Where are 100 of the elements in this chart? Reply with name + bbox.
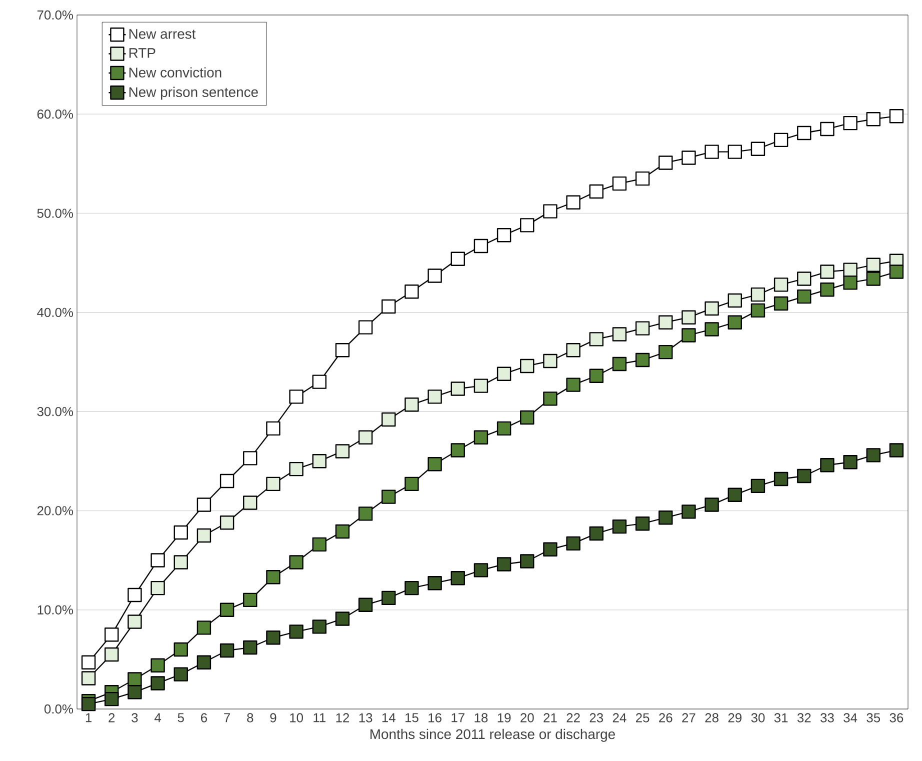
point <box>382 590 396 606</box>
point <box>820 282 834 297</box>
point <box>682 504 696 519</box>
point <box>612 176 627 191</box>
point <box>658 156 673 170</box>
point <box>543 204 558 218</box>
point <box>589 184 604 199</box>
legend-label: New conviction <box>129 67 222 78</box>
point <box>335 343 350 358</box>
x-tick-label: 12 <box>336 713 350 722</box>
x-tick-label: 20 <box>520 713 534 722</box>
point <box>81 655 96 670</box>
point <box>404 476 419 492</box>
point <box>774 296 788 311</box>
point <box>866 272 880 286</box>
point <box>289 462 304 476</box>
point <box>358 430 373 444</box>
point <box>566 536 580 551</box>
y-tick-label: 0.0% <box>44 704 74 714</box>
point <box>774 472 788 486</box>
point <box>428 390 442 404</box>
point <box>104 628 119 642</box>
point <box>635 352 650 368</box>
x-tick-label: 10 <box>290 713 303 722</box>
point <box>612 356 627 372</box>
y-tick-label: 60.0% <box>37 110 74 119</box>
point <box>658 344 673 360</box>
point <box>81 671 96 686</box>
point <box>866 258 880 272</box>
y-tick-label: 30.0% <box>37 406 74 416</box>
point <box>820 458 834 472</box>
x-axis-title: Months since 2011 release or discharge <box>370 728 615 742</box>
point <box>728 293 742 308</box>
x-tick-label: 29 <box>728 713 742 722</box>
point <box>450 382 465 396</box>
point <box>335 524 350 539</box>
point <box>266 476 280 492</box>
point <box>866 448 880 462</box>
x-tick-label: 6 <box>201 713 207 722</box>
point <box>682 328 696 342</box>
x-tick-label: 19 <box>498 713 511 722</box>
x-tick-label: 28 <box>705 713 718 722</box>
point <box>174 525 188 540</box>
point <box>450 443 465 458</box>
point <box>81 696 96 712</box>
point <box>220 516 234 530</box>
point <box>428 268 442 283</box>
point <box>128 614 142 629</box>
point <box>866 112 880 126</box>
x-tick-label: 13 <box>359 713 372 722</box>
point <box>104 647 119 662</box>
point <box>289 390 304 404</box>
point <box>797 289 812 304</box>
point <box>335 612 350 626</box>
point <box>774 278 788 292</box>
point <box>589 332 604 346</box>
point <box>196 528 212 543</box>
x-tick-label: 16 <box>428 713 442 722</box>
point <box>474 563 488 578</box>
point <box>704 144 719 159</box>
y-tick-label: 10.0% <box>38 605 74 614</box>
point <box>174 667 188 682</box>
point <box>682 150 696 165</box>
point <box>566 343 580 358</box>
x-tick-label: 4 <box>154 713 162 722</box>
point <box>404 284 419 299</box>
point <box>150 553 165 568</box>
x-tick-label: 11 <box>314 713 326 722</box>
x-tick-label: 30 <box>751 713 765 722</box>
legend-label: New prison sentence <box>129 86 258 100</box>
point <box>474 378 488 393</box>
legend-label: RTP <box>129 48 156 58</box>
point <box>843 262 858 277</box>
point <box>220 643 234 658</box>
point <box>820 122 834 136</box>
point <box>289 555 304 570</box>
point <box>635 516 650 531</box>
point <box>889 264 904 279</box>
point <box>243 592 258 608</box>
point <box>220 474 234 488</box>
y-tick-label: 50.0% <box>37 208 74 218</box>
point <box>312 454 326 468</box>
point <box>243 451 258 466</box>
x-tick-label: 31 <box>774 713 788 722</box>
point <box>150 580 165 596</box>
point <box>889 109 904 124</box>
x-tick-label: 7 <box>224 713 230 722</box>
point <box>128 685 142 700</box>
point <box>704 301 719 316</box>
x-tick-label: 22 <box>566 713 580 722</box>
point <box>358 320 373 334</box>
x-tick-label: 1 <box>86 713 92 722</box>
x-tick-label: 26 <box>659 713 672 722</box>
point <box>474 430 488 444</box>
point <box>450 571 465 586</box>
point <box>404 580 419 596</box>
point <box>843 116 858 130</box>
x-tick-label: 32 <box>797 713 811 722</box>
x-tick-label: 15 <box>405 713 418 722</box>
point <box>335 444 350 458</box>
